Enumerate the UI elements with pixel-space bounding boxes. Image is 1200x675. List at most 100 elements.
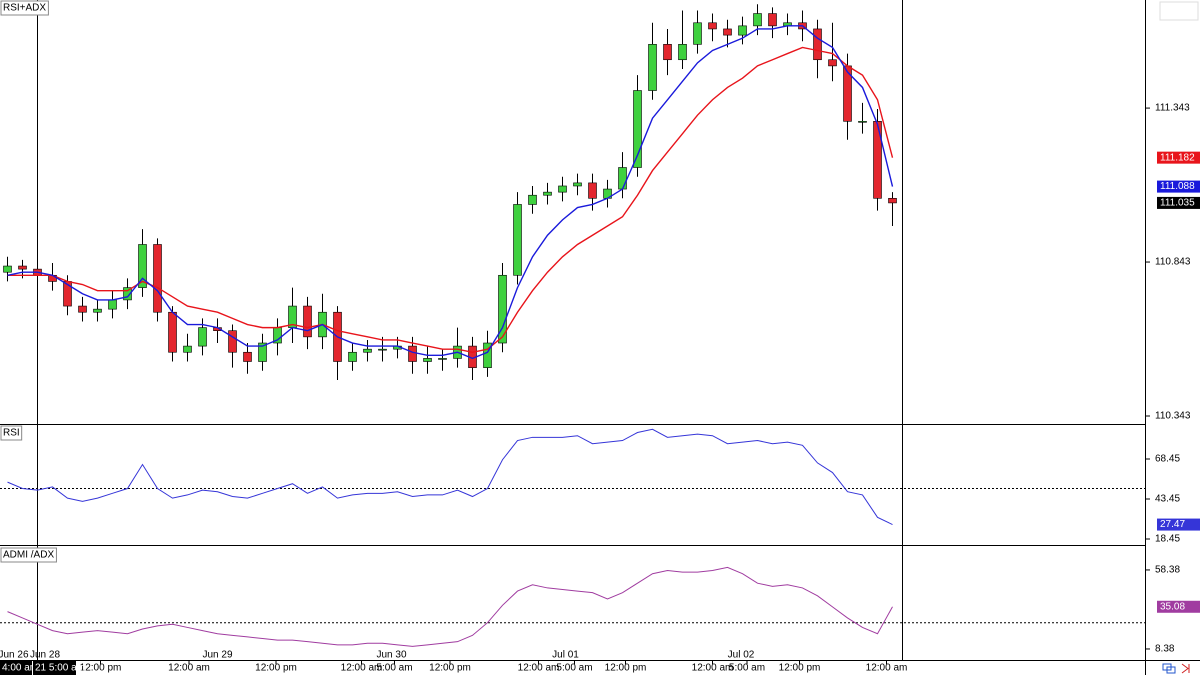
indicator-line bbox=[7, 428, 893, 526]
date-label: Jun 28 bbox=[30, 650, 60, 661]
candle-body bbox=[813, 28, 822, 61]
candle-body bbox=[828, 59, 837, 67]
x-tick-label: 12:00 pm bbox=[429, 663, 471, 674]
candle-body bbox=[408, 345, 417, 362]
candle-body bbox=[498, 274, 507, 344]
candle-body bbox=[93, 308, 102, 313]
last-value-label: 35.08 bbox=[1160, 601, 1185, 612]
x-tick-label: 12:00 am bbox=[168, 663, 210, 674]
candle-body bbox=[738, 25, 747, 36]
icon[interactable] bbox=[1166, 666, 1176, 674]
y-tick-label: 8.38 bbox=[1155, 644, 1175, 655]
panel-title-box bbox=[0, 0, 49, 16]
date-label: Jun 30 bbox=[376, 650, 406, 661]
last-value-label: 111.182 bbox=[1160, 152, 1195, 163]
candle-body bbox=[78, 305, 87, 313]
x-tick-label: 12:00 am bbox=[866, 663, 908, 674]
candle-body bbox=[543, 191, 552, 196]
last-value-box bbox=[1157, 600, 1200, 613]
candle-body bbox=[423, 358, 432, 362]
panel-title-box bbox=[0, 547, 57, 563]
icon[interactable] bbox=[1181, 663, 1190, 674]
candle-body bbox=[168, 311, 177, 353]
last-value-label: 111.035 bbox=[1160, 198, 1195, 209]
candle-body bbox=[573, 182, 582, 187]
x-tick-label: 12:00 am bbox=[341, 663, 383, 674]
candle-body bbox=[108, 299, 117, 310]
candle-body bbox=[663, 44, 672, 61]
x-tick-label: 5:00 am bbox=[556, 663, 592, 674]
date-label: Jun 26 bbox=[0, 650, 29, 661]
cursor-label-box bbox=[33, 661, 76, 675]
candle-body bbox=[153, 244, 162, 313]
candle-body bbox=[303, 305, 312, 338]
date-label: Jul 02 bbox=[728, 650, 755, 661]
candle-body bbox=[588, 182, 597, 199]
candle-body bbox=[18, 265, 27, 270]
corner-box bbox=[1159, 1, 1199, 21]
moving-average bbox=[7, 25, 894, 360]
candle-body bbox=[558, 185, 567, 193]
candle-body bbox=[243, 351, 252, 362]
candle-body bbox=[633, 90, 642, 168]
last-value-box bbox=[1157, 151, 1200, 164]
candle-body bbox=[888, 197, 897, 204]
panel-title: ADMI /ADX bbox=[3, 550, 54, 561]
y-tick-label: 43.45 bbox=[1155, 494, 1180, 505]
x-tick-label: 12:00 pm bbox=[605, 663, 647, 674]
x-tick-label: 12:00 pm bbox=[779, 663, 821, 674]
indicator-line bbox=[7, 566, 893, 647]
x-tick-label: 12:00 pm bbox=[255, 663, 297, 674]
candle-body bbox=[708, 22, 717, 30]
candle-body bbox=[438, 358, 447, 360]
last-value-box bbox=[1157, 518, 1200, 531]
bottom-icons bbox=[1162, 663, 1190, 674]
candle-body bbox=[768, 13, 777, 27]
x-tick-label: 5:00 am bbox=[729, 663, 765, 674]
y-tick-label: 58.38 bbox=[1155, 565, 1180, 576]
candle-body bbox=[648, 44, 657, 91]
date-label: Jun 29 bbox=[202, 650, 232, 661]
candle-body bbox=[873, 121, 882, 199]
x-tick-label: 12:00 am bbox=[518, 663, 560, 674]
candle-body bbox=[198, 327, 207, 347]
candle-body bbox=[183, 345, 192, 353]
candle-body bbox=[528, 194, 537, 205]
panel-title-box bbox=[0, 425, 23, 441]
cursor-label-box bbox=[0, 661, 32, 675]
last-value-label: 27.47 bbox=[1160, 519, 1185, 530]
last-value-box bbox=[1157, 196, 1200, 209]
y-tick-label: 110.343 bbox=[1155, 411, 1191, 422]
candle-body bbox=[723, 28, 732, 36]
candle-body bbox=[378, 348, 387, 351]
y-tick-label: 68.45 bbox=[1155, 454, 1180, 465]
y-tick-label: 110.843 bbox=[1155, 257, 1191, 268]
candle-body bbox=[483, 342, 492, 368]
candle-body bbox=[363, 348, 372, 353]
candle-body bbox=[693, 22, 702, 45]
candle-body bbox=[258, 342, 267, 362]
candle-body bbox=[753, 13, 762, 27]
panel-title: RSI+ADX bbox=[3, 3, 46, 14]
panel-title: RSI bbox=[3, 428, 20, 439]
moving-average bbox=[7, 46, 894, 353]
candle-body bbox=[3, 265, 12, 273]
candle-body bbox=[123, 287, 132, 301]
candle-body bbox=[678, 44, 687, 61]
last-value-box bbox=[1157, 180, 1200, 193]
candle-body bbox=[228, 330, 237, 353]
last-value-label: 111.088 bbox=[1160, 181, 1195, 192]
cursor-label: 4:00 am bbox=[2, 663, 38, 674]
candle-body bbox=[618, 167, 627, 190]
cursor-label: 21 5:00 am bbox=[35, 663, 85, 674]
y-tick-label: 111.343 bbox=[1155, 103, 1190, 114]
candle-body bbox=[138, 244, 147, 288]
y-tick-label: 18.45 bbox=[1155, 534, 1180, 545]
candle-body bbox=[858, 121, 867, 123]
x-tick-label: 5:00 am bbox=[376, 663, 412, 674]
candle-body bbox=[348, 351, 357, 362]
x-tick-label: 12:00 pm bbox=[80, 663, 122, 674]
date-label: Jul 01 bbox=[552, 650, 579, 661]
